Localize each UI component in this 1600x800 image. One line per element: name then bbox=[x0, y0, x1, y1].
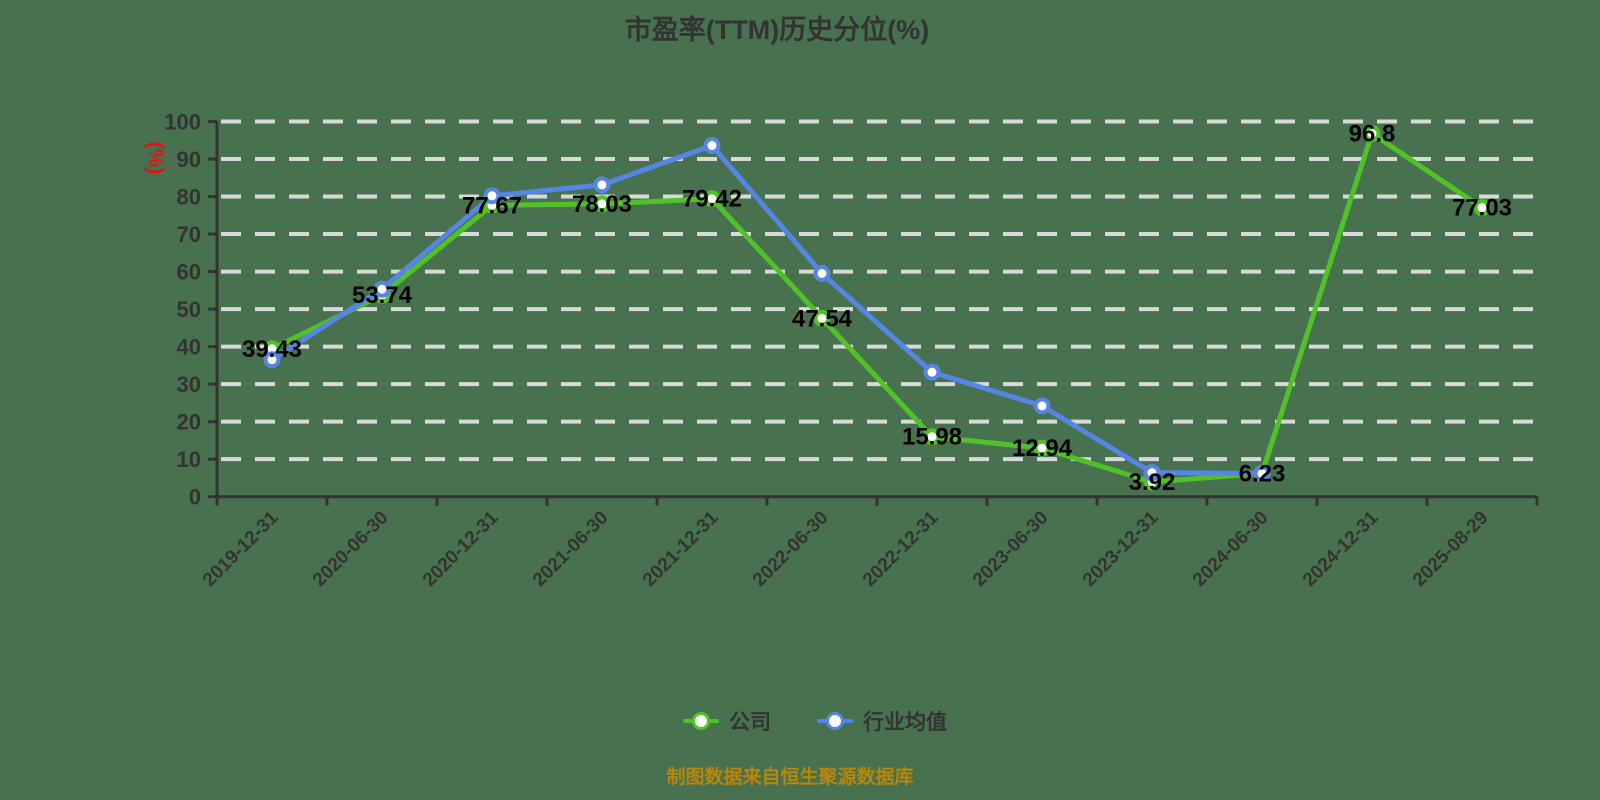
series-line-行业均值 bbox=[269, 143, 1265, 476]
y-axis-tick-label: 10 bbox=[177, 447, 201, 472]
x-axis-tick-label: 2024-06-30 bbox=[1189, 507, 1273, 591]
x-axis-tick-label: 2020-12-31 bbox=[419, 507, 503, 591]
data-point-公司[interactable] bbox=[1363, 125, 1381, 143]
data-point-公司[interactable] bbox=[1033, 439, 1051, 457]
data-point-公司[interactable] bbox=[813, 309, 831, 327]
data-label: 39.43 bbox=[242, 336, 302, 363]
y-axis-name: (%) bbox=[144, 142, 167, 175]
data-label: 6.23 bbox=[1239, 460, 1286, 487]
data-label: 77.67 bbox=[462, 192, 522, 219]
x-axis-tick-label: 2022-06-30 bbox=[749, 507, 833, 591]
data-label: 53.74 bbox=[352, 282, 413, 309]
data-point-行业均值[interactable] bbox=[1143, 464, 1161, 482]
data-label: 47.54 bbox=[792, 305, 853, 332]
company-line-marker-icon bbox=[683, 712, 719, 730]
y-axis-tick-label: 90 bbox=[177, 147, 201, 172]
data-point-公司[interactable] bbox=[923, 428, 941, 446]
data-label: 77.03 bbox=[1452, 195, 1512, 222]
data-point-行业均值[interactable] bbox=[923, 363, 941, 381]
data-point-行业均值[interactable] bbox=[703, 137, 721, 155]
data-point-行业均值[interactable] bbox=[263, 351, 281, 369]
data-point-行业均值[interactable] bbox=[1253, 464, 1271, 482]
y-axis-tick-label: 50 bbox=[177, 297, 201, 322]
x-axis-tick-label: 2020-06-30 bbox=[309, 507, 393, 591]
x-axis-tick-label: 2023-12-31 bbox=[1079, 507, 1163, 591]
y-axis-tick-label: 80 bbox=[177, 185, 201, 210]
data-point-行业均值[interactable] bbox=[593, 176, 611, 194]
y-axis-tick-label: 20 bbox=[177, 410, 201, 435]
data-source-note: 制图数据来自恒生聚源数据库 bbox=[666, 767, 914, 788]
legend: 公司 行业均值 bbox=[683, 706, 947, 736]
x-axis-tick-label: 2023-06-30 bbox=[969, 507, 1053, 591]
series-line-公司 bbox=[269, 131, 1485, 485]
data-label: 15.98 bbox=[902, 424, 962, 451]
x-axis-tick-label: 2024-12-31 bbox=[1299, 507, 1383, 591]
x-axis-tick-label: 2025-08-29 bbox=[1409, 507, 1493, 591]
data-label: 96.8 bbox=[1349, 121, 1396, 148]
x-axis-tick-label: 2022-12-31 bbox=[859, 507, 943, 591]
data-point-行业均值[interactable] bbox=[373, 280, 391, 298]
industry-line-marker-icon bbox=[817, 712, 853, 730]
legend-label-industry: 行业均值 bbox=[863, 711, 947, 734]
data-point-行业均值[interactable] bbox=[483, 187, 501, 205]
y-axis-tick-label: 60 bbox=[177, 260, 201, 285]
data-label: 12.94 bbox=[1012, 435, 1073, 462]
y-axis-tick-label: 40 bbox=[177, 335, 201, 360]
legend-label-company: 公司 bbox=[729, 711, 771, 734]
x-axis-tick-label: 2021-06-30 bbox=[529, 507, 613, 591]
chart-title: 市盈率(TTM)历史分位(%) bbox=[624, 15, 930, 45]
data-label: 3.92 bbox=[1129, 469, 1176, 496]
data-point-公司[interactable] bbox=[703, 190, 721, 208]
x-axis-tick-label: 2021-12-31 bbox=[639, 507, 723, 591]
y-axis-tick-label: 100 bbox=[164, 110, 201, 135]
data-point-行业均值[interactable] bbox=[1033, 397, 1051, 415]
data-point-行业均值[interactable] bbox=[813, 264, 831, 282]
data-label: 78.03 bbox=[572, 191, 632, 218]
y-axis-tick-label: 70 bbox=[177, 222, 201, 247]
x-axis-tick-label: 2019-12-31 bbox=[199, 507, 283, 591]
legend-item-company[interactable]: 公司 bbox=[683, 706, 771, 736]
y-axis-tick-label: 30 bbox=[177, 372, 201, 397]
y-axis-tick-label: 0 bbox=[189, 485, 201, 510]
legend-item-industry[interactable]: 行业均值 bbox=[817, 706, 947, 736]
data-label: 79.42 bbox=[682, 186, 742, 213]
data-point-公司[interactable] bbox=[593, 195, 611, 213]
data-point-公司[interactable] bbox=[1473, 199, 1491, 217]
